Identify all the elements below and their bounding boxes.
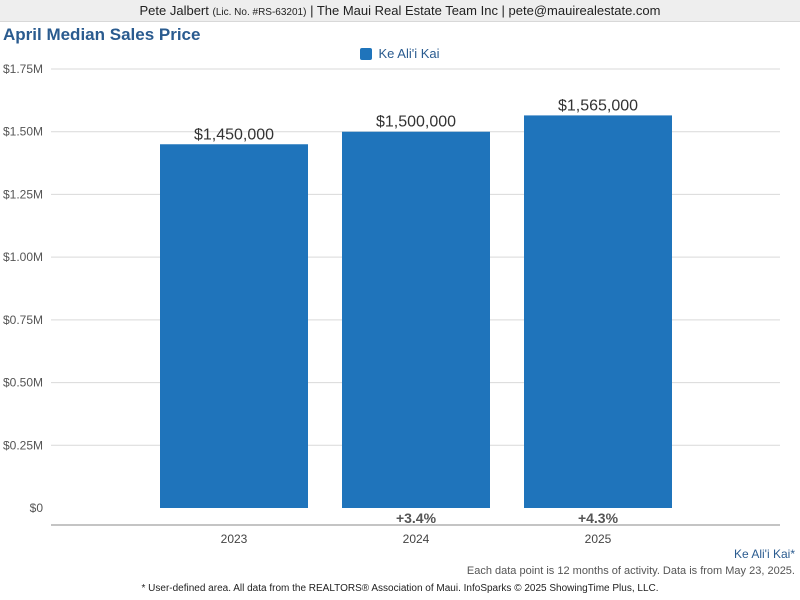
y-tick-label: $1.25M: [3, 187, 43, 201]
bar-change-label: +3.4%: [396, 510, 437, 526]
x-tick-label: 2023: [221, 532, 248, 546]
y-tick-label: $1.50M: [3, 125, 43, 139]
bar: [342, 131, 490, 508]
agent-company-email: | The Maui Real Estate Team Inc | pete@m…: [310, 3, 661, 18]
legend-label: Ke Ali'i Kai: [378, 46, 440, 61]
bar: [160, 144, 308, 508]
legend-swatch: [360, 48, 373, 60]
agent-name: Pete Jalbert: [139, 3, 209, 18]
chart-title: April Median Sales Price: [3, 25, 201, 44]
agent-header-bar: Pete Jalbert (Lic. No. #RS-63201) | The …: [0, 0, 800, 22]
x-tick-label: 2025: [585, 532, 612, 546]
area-name-label: Ke Ali'i Kai*: [734, 547, 795, 561]
y-tick-label: $1.00M: [3, 250, 43, 264]
bar-value-label: $1,565,000: [558, 97, 638, 114]
y-tick-label: $0.75M: [3, 313, 43, 327]
data-source-footnote: * User-defined area. All data from the R…: [141, 583, 659, 594]
data-note: Each data point is 12 months of activity…: [466, 565, 795, 577]
y-tick-label: $0.25M: [3, 438, 43, 452]
y-tick-label: $0.50M: [3, 376, 43, 390]
chart-legend[interactable]: Ke Ali'i Kai: [0, 45, 800, 63]
bar: [524, 115, 672, 508]
agent-license: (Lic. No. #RS-63201): [212, 7, 307, 18]
bar-change-label: +4.3%: [578, 510, 619, 526]
y-tick-label: $1.75M: [3, 62, 43, 76]
y-tick-label: $0: [30, 501, 44, 515]
x-tick-label: 2024: [403, 532, 430, 546]
bar-value-label: $1,500,000: [376, 114, 456, 131]
bar-value-label: $1,450,000: [194, 126, 274, 143]
